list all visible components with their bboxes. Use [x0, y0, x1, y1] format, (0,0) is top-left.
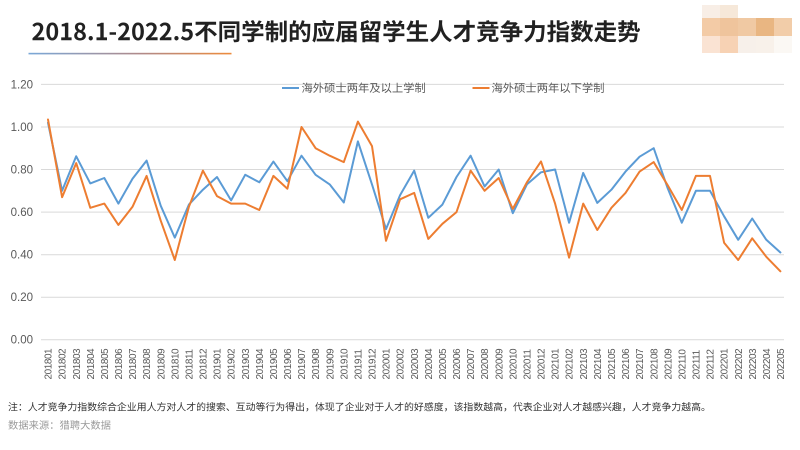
- svg-text:202104: 202104: [593, 348, 604, 380]
- svg-text:202008: 202008: [480, 348, 491, 380]
- svg-text:202011: 202011: [523, 349, 534, 380]
- svg-text:202006: 202006: [452, 348, 463, 380]
- svg-text:202106: 202106: [621, 348, 632, 380]
- svg-text:202107: 202107: [635, 348, 646, 380]
- svg-text:201911: 201911: [354, 349, 365, 380]
- svg-text:201810: 201810: [170, 348, 181, 380]
- svg-text:201907: 201907: [297, 348, 308, 380]
- svg-text:202202: 202202: [734, 348, 745, 380]
- svg-text:202203: 202203: [748, 348, 759, 380]
- svg-text:202009: 202009: [494, 348, 505, 380]
- svg-text:202001: 202001: [382, 348, 393, 380]
- svg-text:202012: 202012: [537, 348, 548, 380]
- svg-text:201912: 201912: [368, 348, 379, 380]
- svg-text:202112: 202112: [706, 349, 717, 380]
- svg-text:202005: 202005: [438, 348, 449, 380]
- svg-text:202110: 202110: [677, 349, 688, 380]
- svg-text:1.00: 1.00: [11, 122, 33, 134]
- svg-text:202105: 202105: [607, 348, 618, 380]
- svg-text:201906: 201906: [283, 348, 294, 380]
- svg-text:202007: 202007: [466, 348, 477, 380]
- svg-text:201905: 201905: [269, 348, 280, 380]
- svg-text:201901: 201901: [213, 348, 224, 380]
- svg-text:202004: 202004: [424, 348, 435, 380]
- svg-text:202103: 202103: [579, 348, 590, 380]
- svg-text:0.80: 0.80: [11, 164, 33, 176]
- svg-text:201802: 201802: [58, 348, 69, 380]
- svg-text:201803: 201803: [72, 348, 83, 380]
- svg-text:201806: 201806: [114, 348, 125, 380]
- svg-text:202111: 202111: [692, 349, 703, 379]
- svg-text:202102: 202102: [565, 348, 576, 380]
- svg-text:201809: 201809: [156, 348, 167, 380]
- svg-text:202108: 202108: [649, 348, 660, 380]
- svg-text:201902: 201902: [227, 348, 238, 380]
- svg-text:202010: 202010: [508, 348, 519, 380]
- svg-text:202003: 202003: [410, 348, 421, 380]
- svg-text:202204: 202204: [762, 348, 773, 380]
- svg-text:201908: 201908: [311, 348, 322, 380]
- svg-text:201910: 201910: [339, 348, 350, 380]
- svg-text:201808: 201808: [142, 348, 153, 380]
- svg-text:202205: 202205: [776, 348, 787, 380]
- svg-text:202002: 202002: [396, 348, 407, 380]
- svg-text:201804: 201804: [86, 348, 97, 380]
- svg-text:201909: 201909: [325, 348, 336, 380]
- svg-text:0.00: 0.00: [11, 335, 33, 347]
- svg-text:201903: 201903: [241, 348, 252, 380]
- svg-text:201805: 201805: [100, 348, 111, 380]
- svg-text:201904: 201904: [255, 348, 266, 380]
- svg-text:0.60: 0.60: [11, 207, 33, 219]
- svg-text:0.20: 0.20: [11, 292, 33, 304]
- svg-text:201811: 201811: [185, 349, 196, 380]
- svg-text:0.40: 0.40: [11, 250, 33, 262]
- svg-text:201812: 201812: [199, 348, 210, 380]
- svg-text:201807: 201807: [128, 348, 139, 380]
- svg-text:201801: 201801: [44, 348, 55, 380]
- svg-text:202201: 202201: [720, 348, 731, 380]
- svg-text:1.20: 1.20: [11, 79, 33, 91]
- svg-text:202109: 202109: [663, 348, 674, 380]
- svg-text:202101: 202101: [551, 348, 562, 380]
